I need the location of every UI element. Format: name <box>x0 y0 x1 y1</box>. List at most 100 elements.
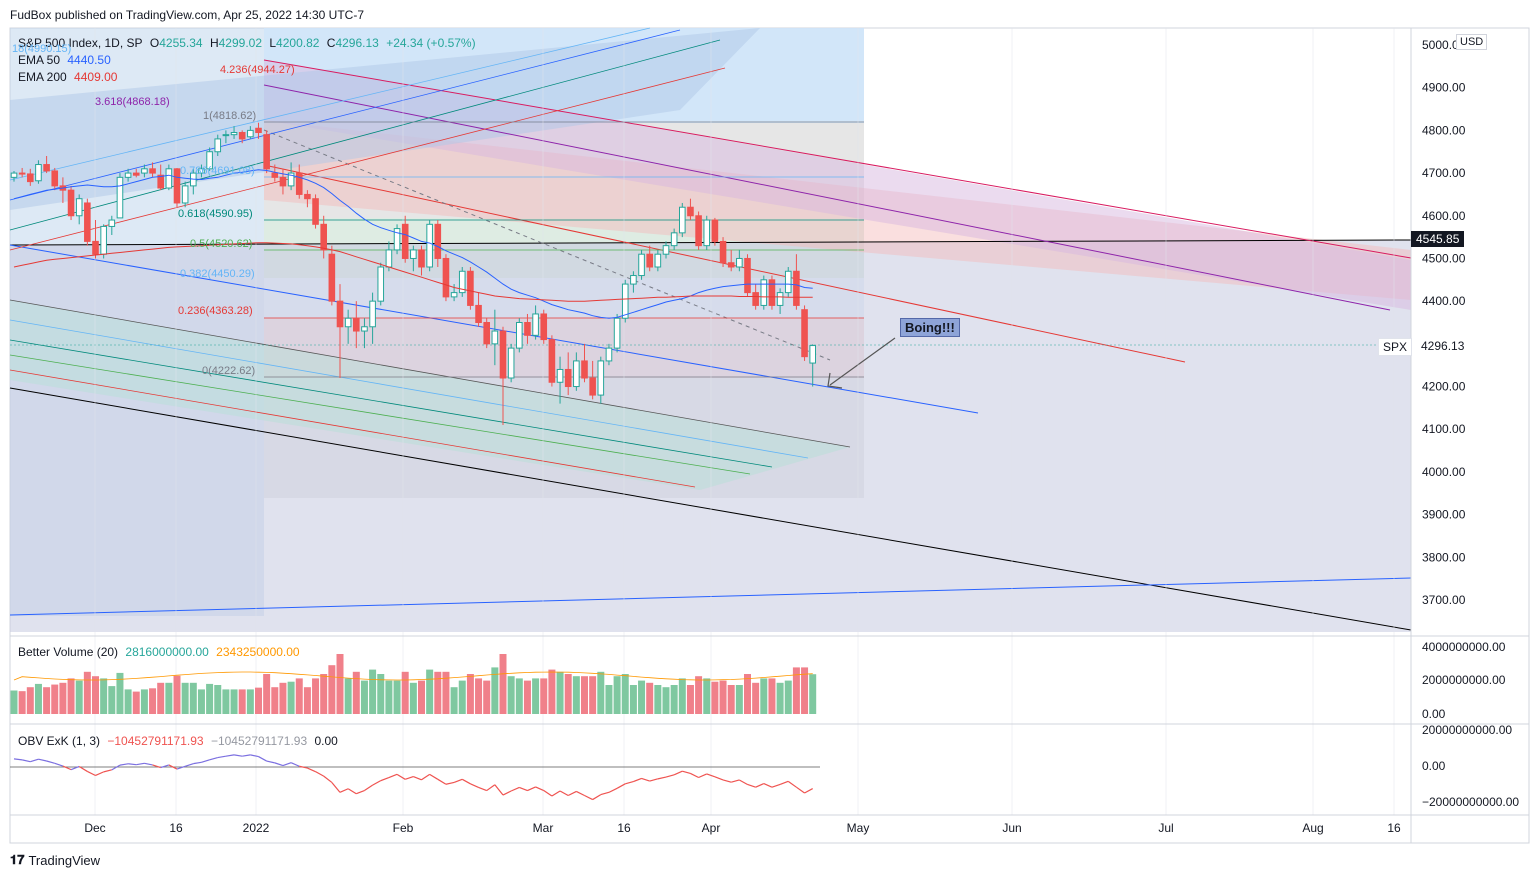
candle-body <box>108 219 116 227</box>
fan-line-3 <box>9 339 773 468</box>
volume-bar <box>409 682 417 714</box>
obv-segment <box>184 763 194 767</box>
up-fan-line-1 <box>9 29 681 201</box>
annotation-callout[interactable]: Boing!!! <box>900 318 960 337</box>
candle-body <box>393 228 401 251</box>
time-tick-label: Feb <box>393 821 414 835</box>
obv-tick-label: −20000000000.00 <box>1422 795 1519 809</box>
volume-bar <box>744 674 751 714</box>
price-tick-label: 4900.00 <box>1422 81 1466 95</box>
candle <box>100 224 107 259</box>
last-price-tag: 4296.13 <box>1419 338 1467 354</box>
up-fan-line-2 <box>9 39 721 231</box>
volume-bar <box>320 674 328 714</box>
candle-body <box>467 270 474 306</box>
annotation-arrow-line <box>829 337 896 386</box>
volume-bar <box>638 680 646 714</box>
obv-segment <box>388 773 398 779</box>
close-value: 4296.13 <box>335 36 379 50</box>
volume-bar <box>784 680 792 714</box>
up-fan-line-4 <box>9 27 651 181</box>
obv-segment <box>87 770 96 777</box>
candle <box>695 211 702 250</box>
candle-body <box>410 249 417 259</box>
candle <box>801 305 808 361</box>
symbol-legend[interactable]: S&P 500 Index, 1D, SP O4255.34 H4299.02 … <box>18 36 480 50</box>
obv-label: OBV ExK (1, 3) <box>18 734 101 748</box>
volume-bar <box>572 676 580 714</box>
candle-body <box>75 198 83 217</box>
volume-bar <box>597 671 605 714</box>
candle <box>312 194 319 229</box>
obv-legend[interactable]: OBV ExK (1, 3) −10452791171.93 −10452791… <box>18 734 342 748</box>
drawing-layer <box>9 27 1412 632</box>
price-tick-label: 5000.0 <box>1422 38 1459 52</box>
candle <box>719 237 727 267</box>
candle-body <box>51 170 59 187</box>
candle-body <box>426 223 433 268</box>
obv-segment <box>616 783 626 789</box>
candle <box>654 249 662 272</box>
obv-segment <box>54 762 64 767</box>
upper-left-fan <box>10 28 760 210</box>
candle-body <box>801 309 808 358</box>
volume-bar <box>703 678 711 714</box>
candle <box>263 130 270 174</box>
candle-body <box>344 317 352 328</box>
candle-body <box>132 172 140 176</box>
candle <box>638 249 645 280</box>
candle-body <box>621 283 629 319</box>
ema50-label: EMA 50 <box>18 53 61 67</box>
currency-button[interactable]: USD <box>1456 34 1488 50</box>
time-tick-label: Aug <box>1302 821 1323 835</box>
obv-segment <box>282 762 292 767</box>
volume-bar <box>352 671 360 714</box>
obv-segment <box>242 754 251 757</box>
candle <box>43 156 50 174</box>
volume-bar <box>532 678 540 714</box>
obv-segment <box>771 783 781 788</box>
volume-legend[interactable]: Better Volume (20) 2816000000.00 2343250… <box>18 645 304 659</box>
obv-segment <box>706 773 716 778</box>
time-tick-label: Jul <box>1158 821 1173 835</box>
candle <box>198 164 205 178</box>
volume-tick-label: 4000000000.00 <box>1422 640 1506 654</box>
candle-body <box>10 172 18 178</box>
candle-body <box>719 240 727 264</box>
footer[interactable]: 𝟏𝟕 TradingView <box>10 852 100 868</box>
volume-bar <box>238 689 246 714</box>
candle-body <box>124 172 132 178</box>
volume-bar <box>295 678 303 714</box>
volume-bar <box>621 674 629 714</box>
price-tick-label: 3800.00 <box>1422 550 1466 564</box>
candle <box>165 164 173 191</box>
obv-segment <box>625 780 634 785</box>
obv-segment <box>796 786 805 794</box>
candle-body <box>458 270 466 294</box>
volume-bar <box>67 678 75 714</box>
candle-body <box>605 347 613 362</box>
candle <box>711 217 719 246</box>
volume-bar <box>303 687 311 714</box>
candle-body <box>214 138 222 153</box>
volume-bar <box>776 682 784 714</box>
obv-segment <box>176 765 186 770</box>
pitchfork-red-line <box>263 164 1186 363</box>
volume-bar <box>695 676 703 714</box>
obv-value-3: 0.00 <box>314 734 338 748</box>
obv-segment <box>168 764 178 770</box>
candle-body <box>92 240 99 255</box>
candle-body <box>695 215 702 247</box>
ema200-legend[interactable]: EMA 200 4409.00 <box>18 70 121 84</box>
fib-label: 4.236(4944.27) <box>220 64 295 76</box>
candle-body <box>556 368 564 383</box>
ema50-legend[interactable]: EMA 50 4440.50 <box>18 53 115 67</box>
obv-series <box>10 754 820 801</box>
candle <box>516 318 523 353</box>
obv-segment <box>567 790 577 797</box>
candle-body <box>581 360 588 379</box>
candle-body <box>589 377 596 396</box>
obv-segment <box>486 784 496 792</box>
obv-segment <box>502 790 512 796</box>
